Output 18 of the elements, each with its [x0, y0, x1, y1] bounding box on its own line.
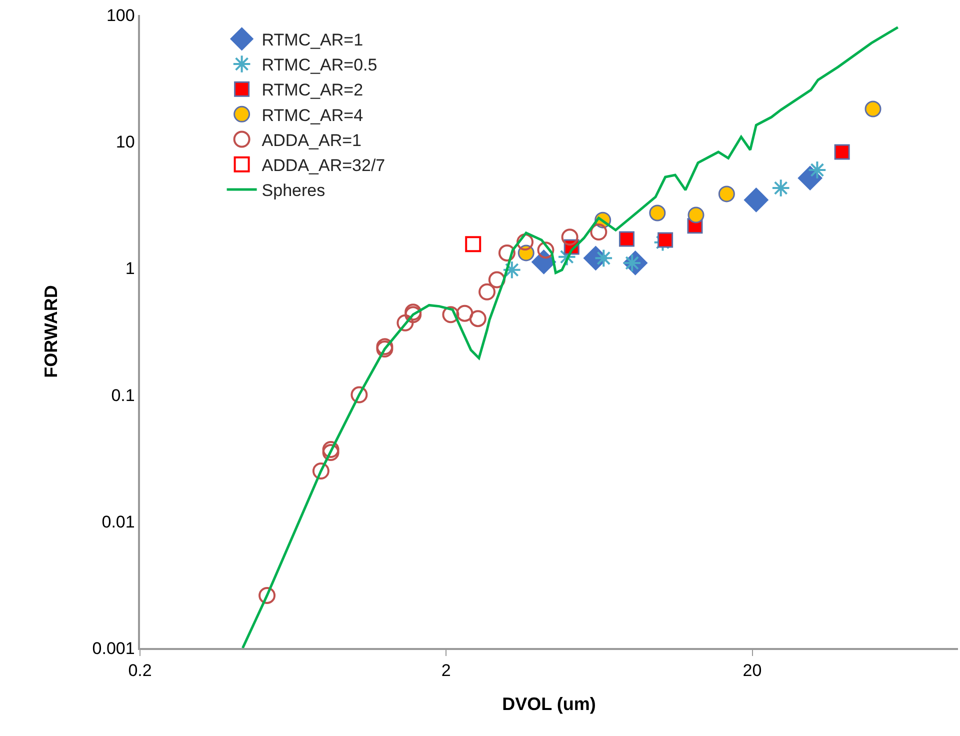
- y-tick-label: 1: [125, 259, 135, 278]
- y-tick-label: 100: [106, 6, 135, 25]
- legend-label: ADDA_AR=1: [262, 130, 362, 150]
- y-tick-label: 10: [116, 132, 135, 152]
- legend-label: RTMC_AR=4: [262, 106, 364, 125]
- x-axis-title: DVOL (um): [502, 694, 596, 714]
- legend-label: RTMC_AR=0.5: [262, 56, 378, 75]
- x-tick-label: 20: [742, 661, 762, 680]
- y-tick-label: 0.001: [92, 638, 135, 658]
- x-tick-label: 2: [441, 661, 451, 680]
- legend-label: RTMC_AR=1: [262, 30, 364, 50]
- legend-label: ADDA_AR=32/7: [262, 156, 386, 176]
- y-tick-label: 0.01: [102, 512, 135, 532]
- y-axis-title: FORWARD: [41, 285, 62, 378]
- y-tick-label: 0.1: [111, 386, 135, 405]
- x-tick-label: 0.2: [128, 661, 152, 680]
- legend-label: RTMC_AR=2: [262, 80, 364, 100]
- legend-label: Spheres: [262, 181, 326, 200]
